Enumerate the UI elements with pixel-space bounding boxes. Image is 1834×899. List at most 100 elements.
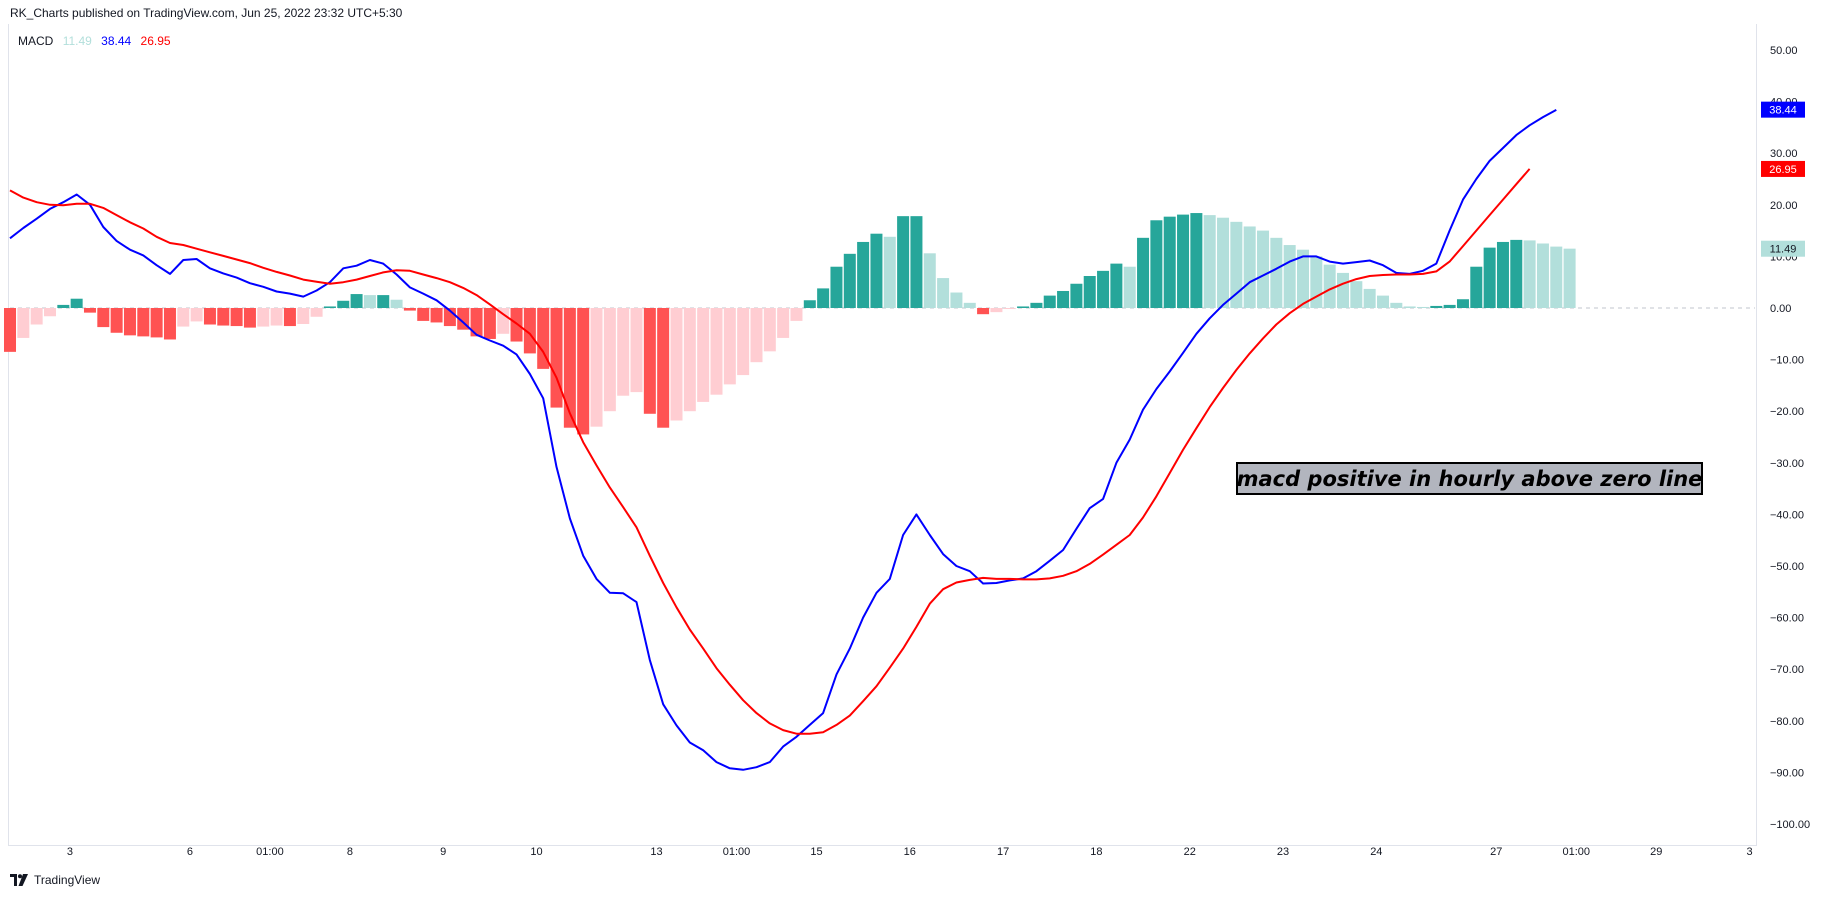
x-tick-label: 23 (1277, 846, 1289, 858)
legend-label: MACD (18, 34, 54, 48)
histogram-bar (217, 308, 230, 326)
histogram-bar (177, 308, 190, 327)
histogram-bar (390, 299, 403, 308)
histogram-bar (377, 295, 390, 308)
indicator-legend[interactable]: MACD 11.49 38.44 26.95 (18, 34, 177, 48)
macd-value-badge (1761, 101, 1805, 118)
x-tick-label: 24 (1370, 846, 1382, 858)
x-tick-label: 8 (347, 846, 353, 858)
y-tick-label: −100.00 (1770, 819, 1810, 831)
histogram-bar (1070, 283, 1083, 308)
histogram-bar (750, 308, 763, 363)
chart-frame (8, 24, 1757, 846)
histogram-bar (790, 308, 803, 321)
signal-value-badge-label: 26.95 (1769, 164, 1797, 176)
histogram-bar (1403, 306, 1416, 308)
x-tick-label: 16 (904, 846, 916, 858)
histogram-bar (1363, 288, 1376, 308)
histogram-bar (83, 308, 96, 313)
histogram-bar (990, 308, 1003, 313)
histogram-bar (1057, 290, 1070, 308)
histogram-bar (123, 308, 136, 336)
histogram-bar (203, 308, 216, 325)
histogram-bar (1297, 249, 1310, 308)
histogram-bar (1270, 237, 1283, 308)
histogram-value-badge-label: 11.49 (1770, 244, 1797, 256)
histogram-bar (297, 308, 310, 324)
x-tick-label: 17 (997, 846, 1009, 858)
histogram-bar (857, 241, 870, 308)
y-tick-label: 20.00 (1770, 200, 1798, 212)
y-tick-label: 0.00 (1770, 303, 1791, 315)
histogram-bar (683, 308, 696, 412)
histogram-bar (1137, 237, 1150, 308)
x-tick-label: 27 (1490, 846, 1502, 858)
signal-line (9, 168, 1531, 735)
histogram-bar (977, 308, 990, 315)
histogram-bar (670, 308, 683, 421)
histogram-bar (97, 308, 110, 328)
histogram-bar (550, 308, 563, 408)
histogram-bar (1550, 246, 1563, 308)
histogram-bar (470, 308, 483, 337)
legend-macd-value: 38.44 (101, 34, 132, 48)
histogram-bar (150, 308, 163, 338)
histogram-bar (1310, 256, 1323, 308)
histogram-bar (430, 308, 443, 323)
y-tick-label: −40.00 (1770, 509, 1804, 521)
histogram-bar (190, 308, 203, 322)
histogram-bar (590, 308, 603, 427)
histogram-bar (1177, 214, 1190, 308)
histogram-bar (1337, 272, 1349, 308)
histogram-bar (1110, 263, 1123, 308)
x-tick-label: 3 (1747, 846, 1753, 858)
tradingview-logo-icon (10, 874, 28, 886)
histogram-bar (1510, 239, 1523, 308)
histogram-bar (1203, 215, 1216, 308)
histogram-bar (497, 308, 510, 334)
histogram-bar (1043, 295, 1056, 308)
histogram-bar (1443, 304, 1456, 308)
histogram-bar (1243, 226, 1256, 308)
histogram-bar (1150, 220, 1163, 308)
histogram-bar (243, 308, 256, 328)
x-tick-label: 18 (1090, 846, 1102, 858)
x-tick-label: 01:00 (723, 846, 751, 858)
x-tick-label: 10 (530, 846, 542, 858)
footer-brand-label: TradingView (34, 873, 101, 887)
histogram-bar (723, 308, 736, 385)
y-tick-label: −10.00 (1770, 355, 1804, 367)
histogram-bar (1003, 308, 1016, 310)
histogram-bar (657, 308, 670, 428)
histogram-bar (1030, 302, 1043, 308)
y-tick-label: −90.00 (1770, 767, 1804, 779)
annotation-box[interactable]: macd positive in hourly above zero line (1236, 462, 1703, 495)
y-tick-label: −20.00 (1770, 406, 1804, 418)
histogram-bar (963, 302, 976, 308)
x-tick-label: 22 (1184, 846, 1196, 858)
histogram-bar (897, 216, 910, 308)
y-tick-label: −80.00 (1770, 716, 1804, 728)
footer-brand[interactable]: TradingView (10, 873, 100, 887)
x-tick-label: 15 (810, 846, 822, 858)
histogram-bar (1536, 243, 1549, 308)
x-tick-label: 3 (67, 846, 73, 858)
histogram-bar (43, 308, 56, 317)
annotation-text: macd positive in hourly above zero line (1236, 466, 1703, 491)
histogram-bar (563, 308, 576, 428)
histogram-bar (643, 308, 656, 414)
x-tick-label: 9 (440, 846, 446, 858)
histogram-bar (1230, 221, 1243, 308)
histogram-bar (283, 308, 296, 327)
histogram-bar (1416, 306, 1429, 308)
histogram-bar (1456, 299, 1469, 308)
publish-header: RK_Charts published on TradingView.com, … (10, 6, 403, 20)
histogram-bar (417, 308, 430, 321)
histogram-bar (777, 308, 790, 338)
histogram-bar (617, 308, 630, 396)
histogram-bar (57, 304, 70, 308)
histogram-bar (817, 288, 830, 308)
histogram-bar (1017, 306, 1030, 308)
histogram-bar (310, 308, 323, 317)
